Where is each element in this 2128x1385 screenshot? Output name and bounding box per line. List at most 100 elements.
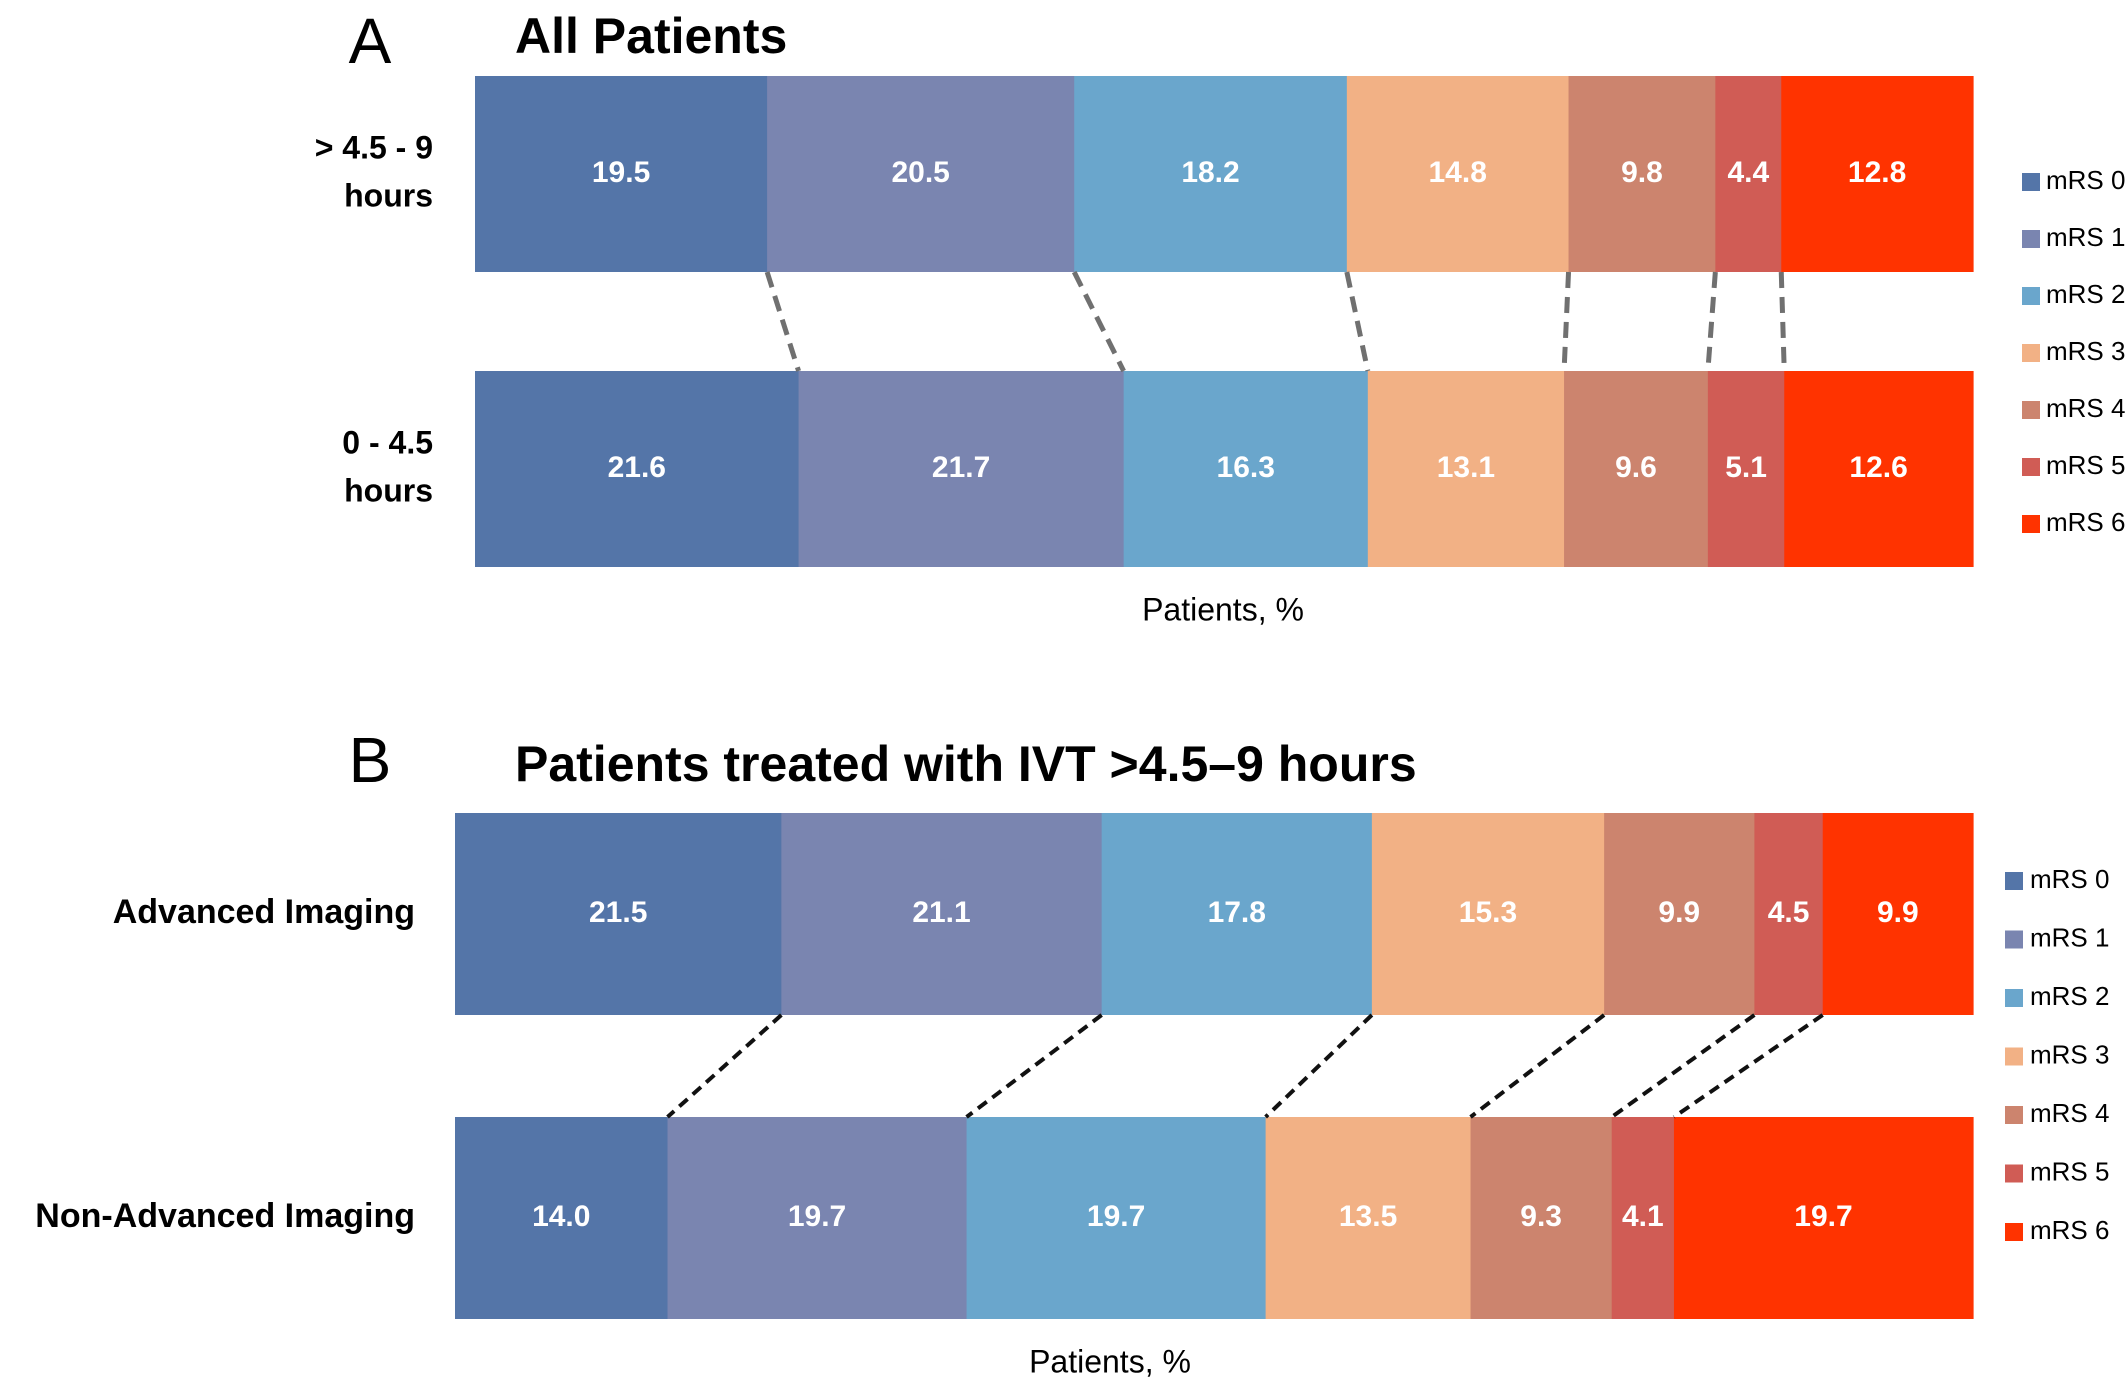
panel-b-letter: B bbox=[349, 724, 392, 796]
legend-label: mRS 3 bbox=[2046, 336, 2125, 366]
panel-a-legend: mRS 0 mRS 1 mRS 2 mRS 3 mRS 4 mRS 5 mRS 6 bbox=[2022, 165, 2125, 537]
panel-a: A All Patients Patients, % 19.5 20.5 18.2 1… bbox=[315, 5, 2126, 628]
legend-swatch bbox=[2022, 515, 2040, 533]
bar-segment bbox=[1822, 813, 1974, 1015]
panel-a-xlabel: Patients, % bbox=[1142, 591, 1304, 627]
legend-label: mRS 6 bbox=[2030, 1215, 2109, 1245]
connector-line bbox=[1344, 271, 1371, 372]
connector-line bbox=[1264, 1013, 1374, 1119]
legend-swatch bbox=[2005, 930, 2023, 949]
legend-label: mRS 4 bbox=[2046, 393, 2125, 423]
legend-swatch bbox=[2005, 1047, 2023, 1066]
bar-segment bbox=[1781, 76, 1974, 272]
bar-value-label: 21.5 bbox=[589, 896, 647, 929]
legend-swatch bbox=[2005, 1223, 2023, 1241]
bar-segment bbox=[455, 813, 782, 1015]
connector-line bbox=[965, 1013, 1103, 1119]
legend-swatch bbox=[2005, 1106, 2023, 1124]
bar-value-label: 9.9 bbox=[1658, 896, 1700, 929]
legend-label: mRS 2 bbox=[2046, 279, 2125, 309]
panel-a-title: All Patients bbox=[515, 8, 787, 64]
bar-segment bbox=[475, 76, 768, 272]
bar-segment bbox=[1074, 76, 1348, 272]
bar-segment bbox=[767, 76, 1075, 272]
bar-segment bbox=[1564, 371, 1709, 567]
legend-label: mRS 0 bbox=[2046, 165, 2125, 195]
legend-swatch bbox=[2005, 1164, 2023, 1183]
bar-segment bbox=[1265, 1117, 1472, 1319]
bar-segment bbox=[1346, 76, 1570, 272]
bar-value-label: 4.1 bbox=[1622, 1200, 1664, 1233]
bar-segment bbox=[781, 813, 1103, 1015]
bar-value-label: 12.8 bbox=[1848, 156, 1906, 189]
legend-label: mRS 3 bbox=[2030, 1039, 2109, 1069]
category-label: 0 - 4.5 bbox=[342, 424, 433, 460]
panel-b: B Patients treated with IVT >4.5–9 hours… bbox=[35, 724, 2109, 1380]
connector-line bbox=[1469, 1013, 1606, 1119]
category-label: hours bbox=[344, 177, 433, 213]
bar-value-label: 14.0 bbox=[532, 1200, 590, 1233]
connector-line bbox=[1705, 271, 1718, 372]
bar-value-label: 13.1 bbox=[1437, 451, 1495, 484]
bar-segment bbox=[1367, 371, 1565, 567]
legend-label: mRS 5 bbox=[2046, 450, 2125, 480]
legend-swatch bbox=[2022, 458, 2040, 476]
legend-label: mRS 4 bbox=[2030, 1098, 2109, 1128]
connector-line bbox=[1071, 270, 1126, 373]
panel-b-plot: 21.5 21.1 17.8 15.3 9.9 4.5 9.9 Advanced Imagin… bbox=[35, 813, 1974, 1319]
legend-label: mRS 0 bbox=[2030, 864, 2109, 894]
bar-segment bbox=[475, 371, 800, 567]
bar-segment bbox=[667, 1117, 968, 1319]
connector-line bbox=[1561, 271, 1572, 372]
connector-line bbox=[666, 1013, 783, 1119]
bar-value-label: 21.7 bbox=[932, 451, 990, 484]
bar-value-label: 5.1 bbox=[1725, 451, 1767, 484]
bar-segment bbox=[1784, 371, 1974, 567]
bar-value-label: 4.5 bbox=[1768, 896, 1810, 929]
bar-segment bbox=[455, 1117, 669, 1319]
legend-label: mRS 2 bbox=[2030, 981, 2109, 1011]
legend-label: mRS 6 bbox=[2046, 507, 2125, 537]
panel-b-legend: mRS 0 mRS 1 mRS 2 mRS 3 mRS 4 mRS 5 mRS 6 bbox=[2005, 864, 2109, 1245]
panel-a-letter: A bbox=[349, 5, 392, 77]
bar-value-label: 13.5 bbox=[1339, 1200, 1397, 1233]
bar-segment bbox=[1754, 813, 1824, 1015]
legend-swatch bbox=[2022, 230, 2040, 248]
bar-segment bbox=[1568, 76, 1716, 272]
bar-value-label: 9.3 bbox=[1520, 1200, 1562, 1233]
bar-segment bbox=[1673, 1117, 1974, 1319]
legend-label: mRS 1 bbox=[2030, 922, 2109, 952]
panel-a-plot: 19.5 20.5 18.2 14.8 9.8 4.4 12.8 > 4.5 - 9 hours… bbox=[315, 76, 1974, 567]
bar-segment bbox=[1707, 371, 1785, 567]
bar-segment bbox=[1715, 76, 1782, 272]
category-label: > 4.5 - 9 bbox=[315, 129, 433, 165]
bar-value-label: 4.4 bbox=[1727, 156, 1769, 189]
bar-value-label: 20.5 bbox=[891, 156, 949, 189]
legend-label: mRS 1 bbox=[2046, 222, 2125, 252]
legend-label: mRS 5 bbox=[2030, 1156, 2109, 1186]
category-label: Non-Advanced Imaging bbox=[35, 1197, 415, 1235]
bar-value-label: 19.7 bbox=[788, 1200, 846, 1233]
bar-value-label: 15.3 bbox=[1459, 896, 1517, 929]
bar-value-label: 19.5 bbox=[592, 156, 650, 189]
bar-value-label: 21.1 bbox=[912, 896, 970, 929]
bar-segment bbox=[1604, 813, 1756, 1015]
bar-segment bbox=[1101, 813, 1373, 1015]
bar-value-label: 19.7 bbox=[1087, 1200, 1145, 1233]
bar-segment bbox=[1611, 1117, 1675, 1319]
legend-swatch bbox=[2022, 173, 2040, 191]
bar-value-label: 16.3 bbox=[1217, 451, 1275, 484]
bar-value-label: 21.6 bbox=[608, 451, 666, 484]
category-label: hours bbox=[344, 472, 433, 508]
bar-segment bbox=[966, 1117, 1267, 1319]
legend-swatch bbox=[2005, 872, 2023, 890]
panel-b-xlabel: Patients, % bbox=[1029, 1343, 1191, 1379]
bar-value-label: 9.6 bbox=[1615, 451, 1657, 484]
legend-swatch bbox=[2022, 344, 2040, 362]
bar-value-label: 14.8 bbox=[1428, 156, 1486, 189]
bar-segment bbox=[1371, 813, 1605, 1015]
legend-swatch bbox=[2022, 401, 2040, 419]
connector-line bbox=[764, 271, 801, 372]
bar-segment bbox=[1470, 1117, 1613, 1319]
